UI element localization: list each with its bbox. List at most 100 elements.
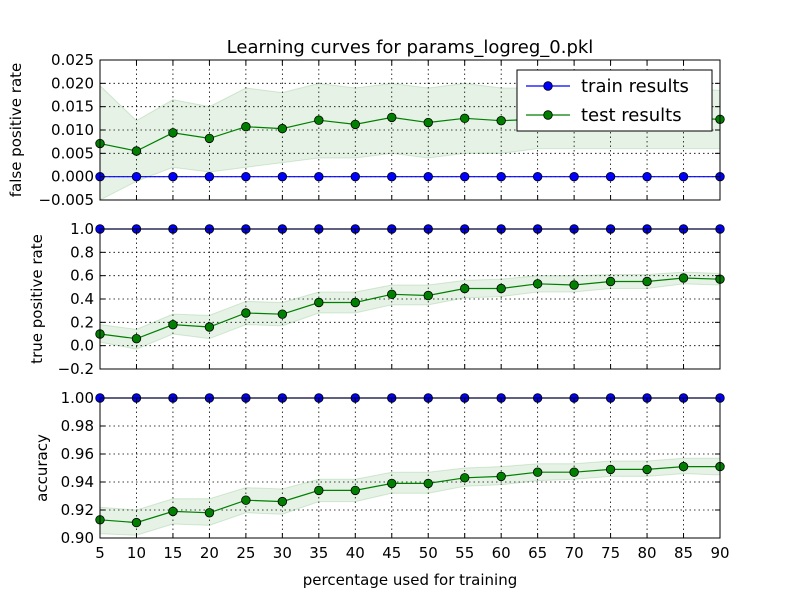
test-data-point bbox=[423, 478, 433, 489]
test-data-point bbox=[314, 115, 324, 125]
test-data-point bbox=[131, 517, 142, 528]
train-data-point bbox=[678, 171, 689, 182]
train-data-point bbox=[496, 171, 506, 182]
test-data-point bbox=[569, 467, 579, 477]
y-tick-label: 0.98 bbox=[61, 417, 94, 435]
y-tick-label: −0.2 bbox=[58, 360, 94, 378]
x-tick-label: 10 bbox=[127, 544, 146, 562]
x-tick-label: 20 bbox=[200, 544, 219, 562]
x-tick-label: 75 bbox=[601, 544, 620, 562]
y-tick-label: 0.6 bbox=[70, 267, 94, 285]
test-data-point bbox=[314, 297, 324, 308]
test-data-point bbox=[277, 123, 288, 134]
test-std-band bbox=[100, 457, 720, 536]
legend-entry-label: test results bbox=[581, 105, 682, 126]
legend-marker bbox=[543, 81, 553, 91]
train-data-point bbox=[204, 171, 215, 182]
train-data-point bbox=[241, 171, 251, 182]
test-data-point bbox=[423, 290, 433, 301]
x-tick-label: 55 bbox=[455, 544, 474, 562]
test-data-point bbox=[423, 117, 433, 128]
x-axis-label: percentage used for training bbox=[303, 571, 518, 589]
x-tick-label: 60 bbox=[492, 544, 511, 562]
train-data-point bbox=[460, 171, 470, 182]
test-data-point bbox=[204, 322, 215, 332]
legend-box bbox=[516, 69, 713, 132]
test-data-point bbox=[496, 115, 506, 126]
y-tick-label: 1.0 bbox=[70, 220, 94, 238]
test-data-point bbox=[204, 133, 215, 144]
train-data-point bbox=[168, 171, 178, 182]
test-data-point bbox=[532, 279, 543, 289]
x-tick-label: 45 bbox=[382, 544, 401, 562]
y-tick-label: 0.2 bbox=[70, 313, 94, 331]
test-data-point bbox=[460, 113, 470, 124]
legend: train results test results bbox=[516, 69, 713, 132]
y-tick-label: 0.94 bbox=[61, 473, 94, 491]
y-tick-label: 0.4 bbox=[70, 290, 94, 308]
y-tick-label: 0.000 bbox=[51, 168, 94, 186]
y-tick-label: 0.005 bbox=[51, 144, 94, 162]
test-data-point bbox=[241, 308, 251, 318]
x-tick-label: 65 bbox=[528, 544, 547, 562]
test-data-point bbox=[678, 273, 689, 283]
test-data-point bbox=[387, 289, 397, 300]
y-tick-label: 0.020 bbox=[51, 74, 94, 92]
test-data-point bbox=[241, 495, 251, 505]
test-data-point bbox=[605, 464, 616, 475]
test-data-point bbox=[168, 506, 178, 517]
x-tick-label: 90 bbox=[710, 544, 729, 562]
y-tick-label: 0.0 bbox=[70, 337, 94, 355]
test-data-point bbox=[642, 464, 652, 475]
test-data-point bbox=[204, 508, 215, 518]
test-data-point bbox=[460, 473, 470, 483]
test-data-point bbox=[277, 309, 288, 319]
legend-entry-label: train results bbox=[581, 76, 689, 97]
y-tick-label: 0.92 bbox=[61, 501, 94, 519]
test-series-line bbox=[99, 277, 721, 340]
x-tick-label: 15 bbox=[163, 544, 182, 562]
y-tick-label: 0.015 bbox=[51, 98, 94, 116]
y-axis-label: true positive rate bbox=[28, 234, 46, 364]
test-data-point bbox=[460, 283, 470, 294]
test-data-point bbox=[387, 478, 397, 489]
test-data-point bbox=[496, 471, 506, 482]
test-std-band bbox=[100, 271, 720, 350]
test-data-point bbox=[314, 485, 324, 496]
test-data-point bbox=[277, 496, 288, 507]
x-tick-label: 30 bbox=[273, 544, 292, 562]
chart-title: Learning curves for params_logreg_0.pkl bbox=[227, 37, 594, 58]
x-tick-label: 40 bbox=[346, 544, 365, 562]
axes-frame bbox=[99, 397, 721, 539]
y-tick-label: −0.005 bbox=[38, 191, 94, 209]
y-tick-label: 0.8 bbox=[70, 243, 94, 261]
train-data-point bbox=[131, 171, 142, 182]
test-data-point bbox=[350, 297, 360, 308]
x-tick-label: 85 bbox=[674, 544, 693, 562]
train-data-point bbox=[423, 171, 433, 182]
test-data-point bbox=[350, 119, 360, 130]
test-data-point bbox=[241, 122, 251, 132]
train-data-point bbox=[532, 171, 543, 182]
train-data-point bbox=[569, 171, 579, 182]
test-data-point bbox=[605, 276, 616, 287]
test-data-point bbox=[642, 276, 652, 287]
x-tick-label: 5 bbox=[95, 544, 105, 562]
y-axis-label: accuracy bbox=[33, 434, 51, 502]
train-data-point bbox=[387, 171, 397, 182]
train-data-point bbox=[314, 171, 324, 182]
y-axis-label: false positive rate bbox=[7, 63, 25, 198]
test-data-point bbox=[532, 467, 543, 477]
x-tick-label: 80 bbox=[638, 544, 657, 562]
panels-container: 0.0250.0200.0150.0100.0050.000−0.005fals… bbox=[7, 51, 730, 562]
legend-marker bbox=[543, 110, 553, 120]
test-data-point bbox=[168, 128, 178, 138]
test-data-point bbox=[131, 146, 142, 156]
train-data-point bbox=[277, 171, 288, 182]
test-data-point bbox=[678, 461, 689, 472]
test-data-point bbox=[569, 280, 579, 290]
test-data-point bbox=[350, 485, 360, 496]
test-series-line bbox=[99, 466, 720, 524]
train-data-point bbox=[605, 171, 616, 182]
